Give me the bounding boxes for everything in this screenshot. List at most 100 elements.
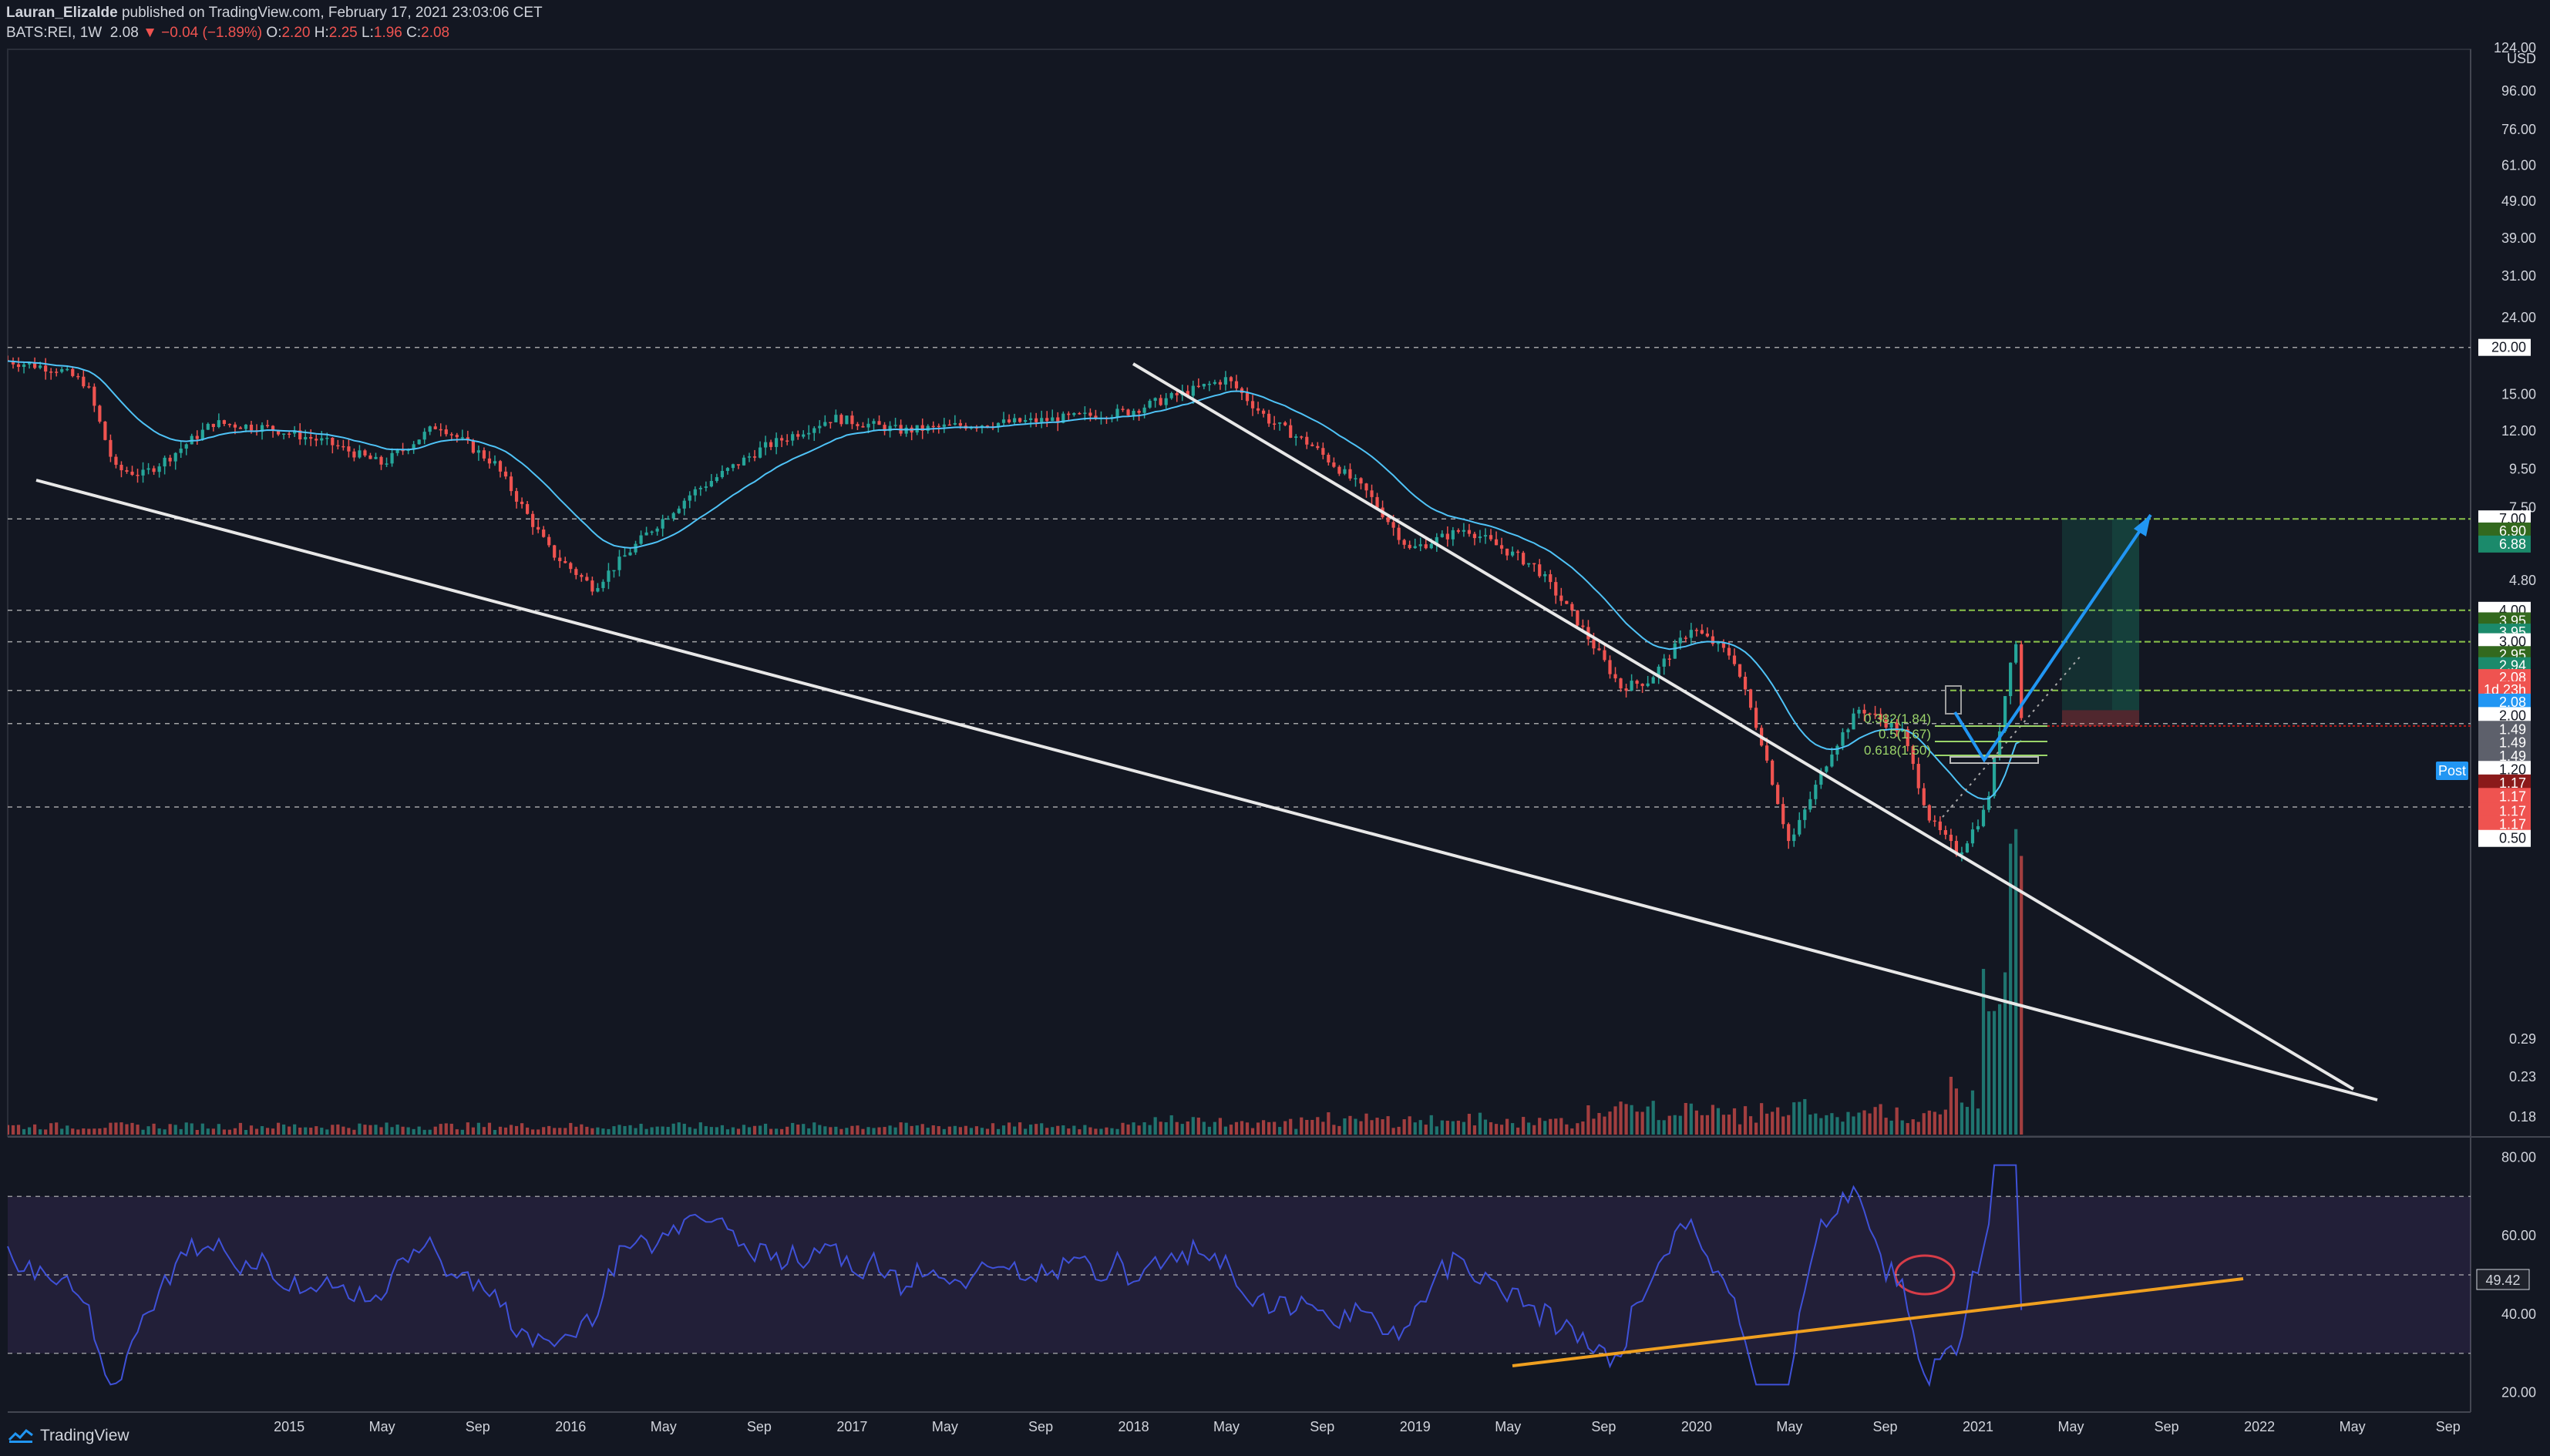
volume-bar (1554, 1118, 1558, 1135)
volume-bar (1402, 1119, 1406, 1135)
candle-body (1559, 595, 1563, 601)
volume-bar (184, 1122, 188, 1135)
candle-body (812, 428, 816, 433)
time-tick: 2015 (274, 1419, 304, 1434)
volume-bar (752, 1125, 757, 1135)
volume-bar (1559, 1118, 1563, 1135)
volume-bar (1678, 1115, 1682, 1135)
ohlc-high-label: H: (314, 25, 329, 41)
volume-bar (1787, 1115, 1791, 1135)
candle-body (493, 461, 497, 464)
candle-body (1040, 418, 1044, 422)
volume-bar (455, 1129, 459, 1135)
volume-bar (937, 1126, 940, 1135)
candle-body (553, 545, 557, 558)
volume-bar (1337, 1125, 1341, 1135)
volume-bar (704, 1126, 708, 1135)
candle-body (720, 470, 725, 478)
fib-label-50: 0.5(1.67) (1879, 727, 1931, 741)
volume-bar (1771, 1111, 1775, 1135)
footer-brand[interactable]: TradingView (8, 1424, 130, 1448)
volume-bar (1483, 1119, 1488, 1135)
candle-body (585, 577, 589, 581)
price-tick: 4.80 (2509, 573, 2536, 588)
candle-body (725, 468, 730, 471)
volume-bar (27, 1127, 32, 1135)
candle-body (265, 425, 270, 427)
candle-body (1592, 639, 1596, 649)
author-name[interactable]: Lauran_Elizalde (6, 5, 118, 21)
publish-line: Lauran_Elizalde published on TradingView… (6, 5, 543, 22)
volume-bar (1841, 1121, 1845, 1135)
candle-body (693, 489, 697, 496)
candle-body (547, 536, 551, 546)
candle-body (282, 433, 286, 435)
volume-bar (1992, 1010, 1997, 1135)
volume-bar (60, 1128, 64, 1135)
candle-body (786, 440, 789, 442)
volume-bar (1083, 1125, 1087, 1135)
candle-body (1884, 719, 1888, 728)
volume-bar (1364, 1113, 1368, 1135)
volume-bar (1884, 1118, 1888, 1135)
volume-bar (2020, 856, 2024, 1135)
price-tag-bg (2478, 707, 2531, 725)
volume-bar (11, 1125, 15, 1135)
ohlc-close-label: C: (406, 25, 422, 41)
candle-body (1543, 573, 1547, 577)
candle-body (119, 465, 123, 471)
volume-bar (991, 1123, 995, 1135)
candle-body (379, 456, 383, 465)
candle-body (1429, 543, 1433, 549)
candle-body (1261, 410, 1266, 414)
fib-box (1945, 685, 1962, 715)
candle-body (33, 362, 37, 368)
candle-body (1895, 722, 1899, 731)
volume-bar (374, 1125, 378, 1135)
volume-bar (401, 1126, 405, 1135)
volume-bar (141, 1129, 145, 1135)
volume-bar (476, 1122, 481, 1135)
candle-body (1370, 490, 1374, 497)
volume-bar (904, 1122, 908, 1135)
volume-bar (899, 1122, 903, 1135)
volume-bar (282, 1124, 286, 1135)
volume-bar (596, 1127, 600, 1135)
candle-body (996, 422, 1001, 428)
volume-bar (720, 1125, 725, 1135)
candle-body (1007, 419, 1011, 423)
candle-body (1862, 709, 1866, 714)
volume-bar (82, 1128, 86, 1135)
candle-body (1662, 658, 1666, 667)
volume-bar (547, 1125, 551, 1135)
candle-body (1992, 756, 1997, 796)
candle-body (1061, 413, 1065, 423)
volume-bar (1927, 1110, 1931, 1135)
volume-bar (742, 1125, 746, 1135)
candle-body (1852, 713, 1855, 730)
time-tick: May (1776, 1419, 1802, 1434)
candle-body (309, 436, 313, 439)
candle-body (1748, 689, 1753, 708)
volume-bar (1310, 1119, 1314, 1135)
candle-body (93, 386, 96, 406)
time-tick: 2016 (555, 1419, 586, 1434)
volume-bar (254, 1128, 259, 1135)
time-tick: May (2340, 1419, 2366, 1434)
candle-body (1608, 660, 1612, 674)
volume-bar (1798, 1101, 1801, 1135)
volume-bars (8, 829, 2024, 1135)
volume-bar (763, 1123, 768, 1135)
volume-bar (1435, 1126, 1438, 1135)
candle-body (796, 434, 800, 437)
volume-bar (1462, 1121, 1466, 1135)
volume-bar (802, 1124, 806, 1135)
price-tag-label: 1.49 (2499, 748, 2526, 764)
candle-body (315, 439, 318, 441)
time-tick: Sep (747, 1419, 772, 1434)
volume-bar (1213, 1121, 1217, 1135)
volume-bar (1938, 1114, 1942, 1135)
volume-bar (947, 1126, 951, 1135)
candle-body (1684, 637, 1687, 639)
